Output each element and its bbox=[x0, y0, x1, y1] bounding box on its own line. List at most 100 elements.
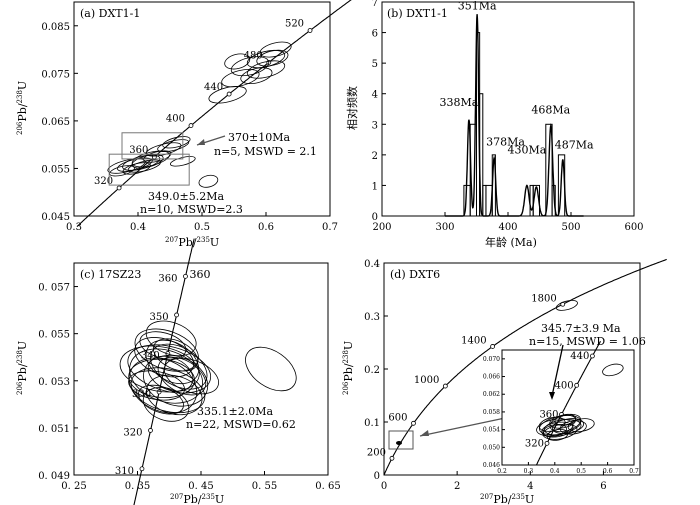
panel-d-inset-ytick-label: 0.070 bbox=[483, 356, 500, 363]
panel-d-age-marker-200 bbox=[389, 455, 395, 461]
panel-c-error-ellipse bbox=[142, 386, 190, 422]
panel-a-ytick-label: 0.055 bbox=[41, 164, 70, 175]
panel-c-error-ellipse bbox=[153, 338, 199, 372]
panel-d-annotation-345: 345.7±3.9 Ma bbox=[541, 322, 621, 335]
panel-a-title: (a) DXT1-1 bbox=[80, 7, 140, 20]
panel-b-peak-label: 468Ma bbox=[531, 104, 570, 117]
panel-d-inset: 0.2 0.3 0.4 0.5 0.6 0.7 0.046 0.050 0.054 0.058 0.… bbox=[483, 341, 639, 475]
panel-d-error-ellipse bbox=[555, 300, 578, 311]
panel-a-annotation-370: 370±10Ma bbox=[228, 131, 290, 144]
panel-d-cluster-marker bbox=[396, 441, 402, 445]
panel-b-xtick-label: 300 bbox=[435, 222, 454, 233]
panel-a-age-label-360: 360 bbox=[129, 145, 148, 156]
panel-d-ytick-label: 0.1 bbox=[364, 418, 380, 429]
panel-a-error-ellipse bbox=[240, 67, 273, 85]
panel-c-ytick-label: 0. 049 bbox=[38, 471, 70, 482]
panel-d-inset-age-label-320: 320 bbox=[525, 438, 544, 449]
panel-b-ytick-label: 5 bbox=[372, 59, 378, 70]
panel-d-inset-ytick-label: 0.054 bbox=[483, 427, 500, 434]
panel-d-inset-error-ellipse bbox=[542, 424, 567, 437]
panel-d-inset-error-ellipse bbox=[543, 419, 582, 436]
panel-d-inset-age-marker-320 bbox=[544, 440, 550, 446]
panel-c-xlabel: 207Pb/235U bbox=[170, 493, 224, 505]
panel-a-error-ellipse bbox=[169, 156, 196, 167]
panel-d-inset-frame bbox=[501, 349, 635, 466]
panel-d-xtick-label: 4 bbox=[527, 481, 533, 492]
panel-a-annotation-n5: n=5, MSWD = 2.1 bbox=[214, 145, 317, 158]
panel-c-age-marker-360 bbox=[183, 273, 188, 279]
panel-d-inset-arrowhead bbox=[549, 392, 555, 400]
panel-a-xtick-label: 0.4 bbox=[130, 222, 146, 233]
panel-c-ylabel: 206Pb/238U bbox=[16, 341, 29, 395]
panel-b-xtick-label: 600 bbox=[624, 222, 643, 233]
panel-c-age-label-320: 320 bbox=[123, 427, 142, 438]
panel-d-inset-error-ellipse bbox=[567, 418, 595, 433]
panel-a-error-ellipse bbox=[143, 150, 172, 163]
panel-c-age-label-310: 310 bbox=[115, 466, 134, 477]
panel-d-zoom-box bbox=[388, 430, 414, 450]
panel-a-ytick-label: 0.075 bbox=[41, 69, 70, 80]
panel-b-xlabel: 年龄 (Ma) bbox=[485, 235, 537, 249]
panel-d-ytick-label: 0 bbox=[374, 471, 380, 482]
panel-d-inset-xtick-label: 0.4 bbox=[550, 468, 560, 475]
panel-c-concordia-curve bbox=[133, 238, 195, 505]
panel-d-age-label-1800: 1800 bbox=[531, 293, 556, 304]
panel-a-error-ellipse bbox=[122, 162, 151, 175]
panel-d-inset-error-ellipse bbox=[546, 428, 569, 441]
panel-b-probability-curve bbox=[445, 14, 584, 217]
panel-c-age-label-top: 360 bbox=[189, 268, 210, 281]
panel-c-error-ellipse bbox=[146, 374, 203, 416]
panel-d-age-label-1400: 1400 bbox=[461, 335, 486, 346]
panel-b-ylabel: 相对频数 bbox=[345, 86, 359, 130]
panel-d-xtick-label: 0 bbox=[381, 481, 387, 492]
panel-a-error-ellipse bbox=[198, 174, 219, 188]
panel-b-ytick-label: 2 bbox=[372, 151, 378, 162]
panel-a-age-marker-520 bbox=[307, 28, 313, 33]
panel-a-age-marker-440 bbox=[226, 91, 232, 97]
panel-d-age-label-600: 600 bbox=[388, 412, 407, 423]
panel-a-ytick-label: 0.085 bbox=[41, 22, 70, 33]
panel-b-ytick-label: 3 bbox=[372, 120, 378, 131]
panel-a-error-ellipse bbox=[122, 154, 161, 171]
panel-a-group-box-370 bbox=[121, 132, 184, 160]
panel-a-concordia-curve bbox=[76, 0, 352, 227]
panel-d-inset-ytick-label: 0.046 bbox=[483, 462, 500, 469]
panel-d-concordia: (d) DXT6 0 2 4 6 0 0.1 0.2 0.3 0.4 200 600 1000 1400… bbox=[342, 258, 667, 505]
panel-a-xtick-label: 0.7 bbox=[322, 222, 338, 233]
panel-d-ytick-label: 0.2 bbox=[364, 365, 380, 376]
panel-d-inset-age-marker-440 bbox=[589, 353, 595, 359]
panel-b-peak-label: 338Ma bbox=[440, 96, 479, 109]
panel-a-arrowhead-370 bbox=[197, 139, 205, 145]
panel-d-inset-xtick-label: 0.3 bbox=[524, 468, 534, 475]
panel-c-xtick-label: 0. 45 bbox=[188, 481, 213, 492]
panel-c-xtick-label: 0. 25 bbox=[61, 481, 86, 492]
panel-b-peak-label: 351Ma bbox=[458, 0, 497, 13]
panel-c-error-ellipse bbox=[139, 331, 187, 360]
panel-d-inset-age-label-360: 360 bbox=[539, 409, 558, 420]
panel-b-frame bbox=[381, 1, 635, 217]
panel-a-group-box-349 bbox=[108, 153, 190, 186]
panel-b-peak-label: 430Ma bbox=[507, 143, 546, 156]
panel-c-error-ellipse bbox=[147, 355, 194, 392]
panel-d-inset-age-label-400: 400 bbox=[555, 380, 574, 391]
panel-a-ytick-label: 0.065 bbox=[41, 117, 70, 128]
panel-d-age-marker-1000 bbox=[442, 383, 448, 389]
panel-a-annotation-349: 349.0±5.2Ma bbox=[148, 190, 224, 203]
panel-c-error-ellipse bbox=[163, 357, 219, 395]
panel-d-inset-age-label-440: 440 bbox=[570, 351, 589, 362]
panel-a-ytick-label: 0.045 bbox=[41, 212, 70, 223]
panel-c-error-ellipse bbox=[245, 346, 297, 392]
panel-a-age-marker-320 bbox=[116, 185, 122, 191]
panel-a-ylabel: 206Pb/238U bbox=[16, 81, 29, 135]
panel-c-error-ellipse bbox=[157, 356, 207, 396]
panel-c-ytick-label: 0. 055 bbox=[38, 330, 70, 341]
panel-c-error-ellipse bbox=[138, 384, 184, 415]
panel-a-xtick-label: 0.3 bbox=[66, 222, 82, 233]
panel-c-age-marker-310 bbox=[139, 466, 145, 472]
panel-b-ytick-label: 6 bbox=[372, 29, 378, 40]
panel-b-xtick-label: 500 bbox=[561, 222, 580, 233]
panel-d-age-label-200: 200 bbox=[367, 447, 386, 458]
panel-a-annotation-n10: n=10, MSWD=2.3 bbox=[140, 203, 243, 216]
